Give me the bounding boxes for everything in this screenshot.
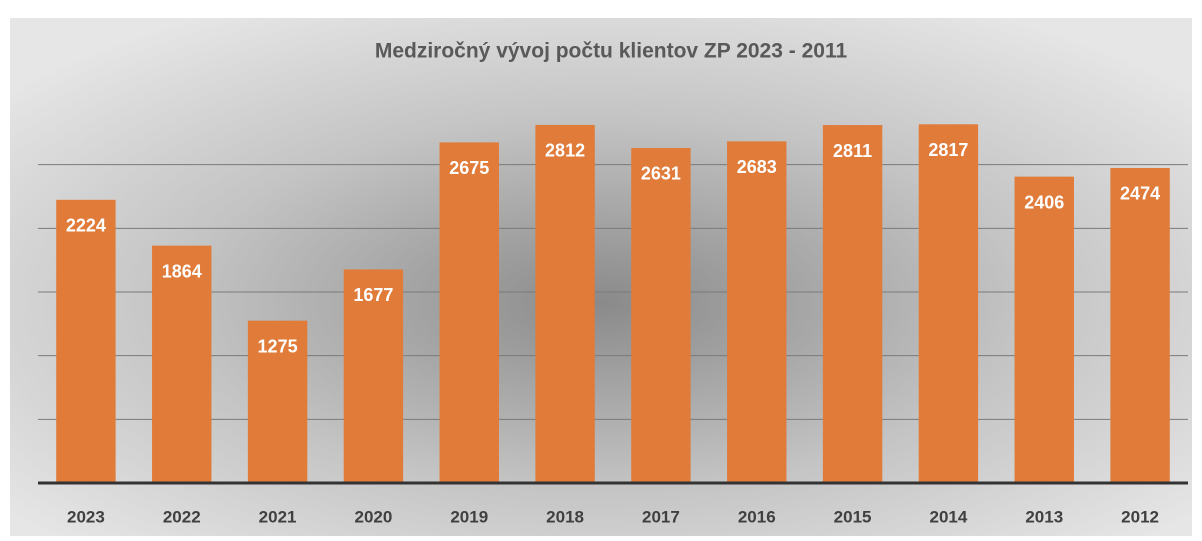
- data-label: 1275: [258, 336, 298, 356]
- data-label: 2812: [545, 141, 585, 161]
- bar: [247, 320, 308, 483]
- x-tick-label: 2023: [67, 507, 105, 526]
- bar: [822, 125, 883, 483]
- bar: [1014, 176, 1074, 484]
- x-tick-label: 2020: [355, 507, 393, 526]
- data-label: 2631: [641, 164, 681, 184]
- x-tick-label: 2016: [738, 507, 776, 526]
- x-tick-label: 2022: [163, 507, 201, 526]
- data-label: 1677: [353, 285, 393, 305]
- bar: [1110, 167, 1170, 483]
- data-label: 2406: [1024, 192, 1064, 212]
- x-tick-label: 2014: [930, 507, 968, 526]
- x-tick-label: 2015: [834, 507, 872, 526]
- bar: [631, 147, 691, 483]
- bar: [152, 245, 212, 483]
- data-label: 2474: [1120, 184, 1160, 204]
- x-tick-label: 2019: [450, 507, 488, 526]
- data-label: 2817: [928, 140, 968, 160]
- data-label: 2811: [833, 141, 872, 161]
- chart-title: Medziročný vývoj počtu klientov ZP 2023 …: [375, 40, 848, 63]
- bar: [918, 124, 979, 483]
- x-tick-label: 2018: [546, 507, 584, 526]
- bar: [343, 269, 404, 483]
- bar: [727, 141, 787, 483]
- x-tick-label: 2021: [259, 507, 297, 526]
- x-tick-label: 2017: [642, 507, 680, 526]
- bar: [439, 142, 499, 483]
- data-label: 1864: [162, 261, 202, 281]
- data-label: 2224: [66, 216, 106, 236]
- x-tick-label: 2013: [1025, 507, 1063, 526]
- bar: [56, 199, 116, 483]
- data-label: 2683: [737, 157, 777, 177]
- x-tick-label: 2012: [1121, 507, 1159, 526]
- bar: [535, 124, 595, 484]
- data-label: 2675: [449, 158, 489, 178]
